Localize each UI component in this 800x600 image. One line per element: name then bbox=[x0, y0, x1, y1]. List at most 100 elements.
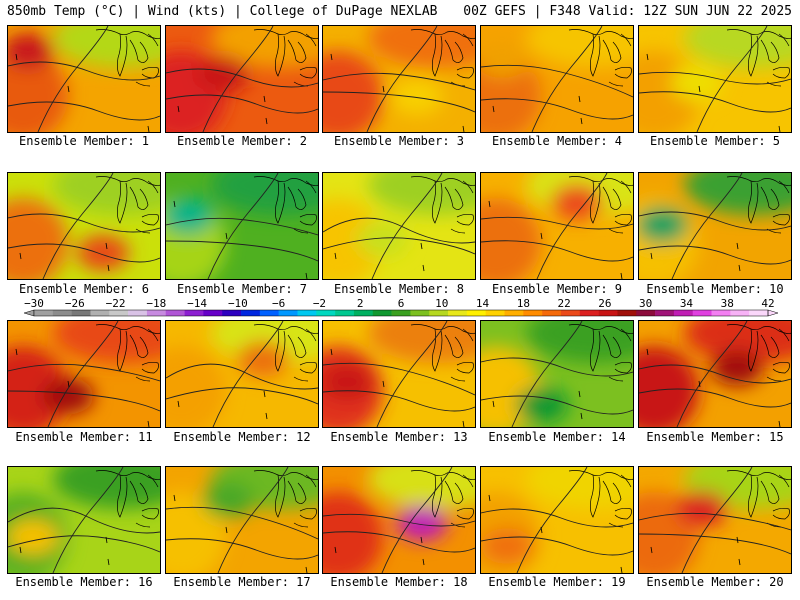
colorbar-swatch bbox=[711, 310, 731, 316]
coastline-overlay bbox=[568, 176, 633, 234]
wind-barbs bbox=[492, 95, 583, 125]
ensemble-member-label: Ensemble Member: 13 bbox=[330, 430, 468, 444]
coastline-overlay bbox=[568, 324, 633, 382]
ensemble-member-label: Ensemble Member: 5 bbox=[649, 134, 781, 148]
colorbar-swatch bbox=[259, 310, 279, 316]
coastline-overlay bbox=[95, 29, 160, 87]
colorbar-swatch bbox=[579, 310, 599, 316]
model-run-valid-time: 00Z GEFS | F348 Valid: 12Z SUN JUN 22 20… bbox=[463, 4, 792, 19]
coastline-overlay bbox=[253, 176, 318, 234]
colorbar-swatch bbox=[90, 310, 110, 316]
colorbar-swatch bbox=[165, 310, 185, 316]
ensemble-member-label: Ensemble Member: 17 bbox=[173, 575, 311, 589]
ensemble-member-label: Ensemble Member: 1 bbox=[18, 134, 150, 148]
ensemble-map-panel bbox=[322, 25, 476, 133]
wind-barbs bbox=[646, 53, 781, 132]
colorbar-tick-label: 26 bbox=[598, 297, 611, 310]
wind-barbs bbox=[650, 536, 741, 566]
coastline-overlay bbox=[568, 470, 633, 528]
ensemble-map-panel bbox=[480, 320, 634, 428]
ensemble-member-label: Ensemble Member: 8 bbox=[333, 282, 465, 296]
colorbar-tick-label: 38 bbox=[721, 297, 734, 310]
colorbar-swatch bbox=[523, 310, 543, 316]
height-contours bbox=[8, 173, 160, 279]
ensemble-map-panel bbox=[7, 25, 161, 133]
colorbar-swatch bbox=[278, 310, 298, 316]
wind-barbs bbox=[19, 242, 110, 272]
colorbar-tick-label: −14 bbox=[187, 297, 207, 310]
colorbar-swatch bbox=[372, 310, 392, 316]
colorbar-swatch bbox=[128, 310, 148, 316]
colorbar-swatch bbox=[203, 310, 223, 316]
height-contours bbox=[639, 173, 791, 279]
ensemble-member-label: Ensemble Member: 4 bbox=[491, 134, 623, 148]
coastline-overlay bbox=[253, 470, 318, 528]
colorbar-swatch bbox=[730, 310, 750, 316]
colorbar-tick-label: 42 bbox=[761, 297, 774, 310]
ensemble-member-label: Ensemble Member: 6 bbox=[18, 282, 150, 296]
wind-barbs bbox=[488, 494, 623, 573]
height-contours bbox=[481, 467, 633, 573]
wind-barbs bbox=[492, 390, 583, 420]
ensemble-member-label: Ensemble Member: 15 bbox=[646, 430, 784, 444]
coastline-overlay bbox=[95, 470, 160, 528]
height-contours bbox=[166, 321, 318, 427]
ensemble-member-label: Ensemble Member: 14 bbox=[488, 430, 626, 444]
wind-barbs bbox=[177, 390, 268, 420]
wind-barbs bbox=[330, 348, 465, 427]
wind-barbs bbox=[330, 53, 465, 132]
colorbar-swatch bbox=[504, 310, 524, 316]
temperature-colorbar: −30 −26 −22 −18 −14 −10 −6 −2 2 6 10 14 18 22 26 30 34 38… bbox=[23, 297, 779, 317]
ensemble-member-label: Ensemble Member: 7 bbox=[176, 282, 308, 296]
ensemble-member-label: Ensemble Member: 12 bbox=[173, 430, 311, 444]
colorbar-swatch bbox=[109, 310, 129, 316]
height-contours bbox=[481, 26, 633, 132]
colorbar-swatch bbox=[655, 310, 675, 316]
ensemble-member-label: Ensemble Member: 2 bbox=[176, 134, 308, 148]
ensemble-map-panel bbox=[638, 172, 792, 280]
height-contours bbox=[8, 321, 160, 427]
colorbar-left-arrow bbox=[23, 309, 35, 317]
ensemble-member-label: Ensemble Member: 9 bbox=[491, 282, 623, 296]
height-contours bbox=[639, 26, 791, 132]
wind-barbs bbox=[334, 536, 425, 566]
height-contours bbox=[481, 321, 633, 427]
height-contours bbox=[639, 467, 791, 573]
wind-barbs bbox=[15, 53, 150, 132]
ensemble-map-panel bbox=[165, 25, 319, 133]
wind-barbs bbox=[334, 242, 425, 272]
ensemble-map-panel bbox=[322, 172, 476, 280]
ensemble-map-panel bbox=[165, 320, 319, 428]
ensemble-map-panel bbox=[480, 466, 634, 574]
colorbar-swatch bbox=[692, 310, 712, 316]
height-contours bbox=[166, 26, 318, 132]
colorbar-swatch bbox=[410, 310, 430, 316]
ensemble-member-label: Ensemble Member: 11 bbox=[15, 430, 153, 444]
coastline-overlay bbox=[410, 176, 475, 234]
colorbar-swatch bbox=[52, 310, 72, 316]
colorbar-swatch bbox=[184, 310, 204, 316]
coastline-overlay bbox=[410, 29, 475, 87]
colorbar-swatch bbox=[34, 310, 54, 316]
colorbar-tick-label: 2 bbox=[357, 297, 364, 310]
colorbar-swatch bbox=[316, 310, 336, 316]
height-contours bbox=[481, 173, 633, 279]
colorbar-swatch bbox=[673, 310, 694, 316]
colorbar-tick-label: 18 bbox=[517, 297, 530, 310]
ensemble-map-panel bbox=[638, 466, 792, 574]
colorbar-swatch bbox=[391, 310, 411, 316]
coastline-overlay bbox=[568, 29, 633, 87]
ensemble-member-label: Ensemble Member: 18 bbox=[330, 575, 468, 589]
colorbar-tick-label: −18 bbox=[146, 297, 166, 310]
height-contours bbox=[8, 467, 160, 573]
height-contours bbox=[323, 321, 475, 427]
coastline-overlay bbox=[95, 176, 160, 234]
wind-barbs bbox=[650, 242, 741, 272]
wind-barbs bbox=[173, 494, 308, 573]
ensemble-map-panel bbox=[638, 320, 792, 428]
height-contours bbox=[323, 173, 475, 279]
ensemble-map-panel bbox=[480, 25, 634, 133]
ensemble-map-panel bbox=[165, 172, 319, 280]
colorbar-swatch bbox=[429, 310, 449, 316]
colorbar-swatch bbox=[241, 310, 261, 316]
